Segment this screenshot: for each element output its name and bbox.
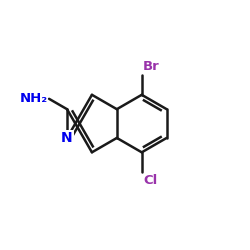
Text: NH₂: NH₂ — [20, 92, 48, 105]
Text: Br: Br — [143, 60, 160, 73]
Text: Cl: Cl — [143, 174, 158, 187]
Text: N: N — [61, 131, 73, 145]
